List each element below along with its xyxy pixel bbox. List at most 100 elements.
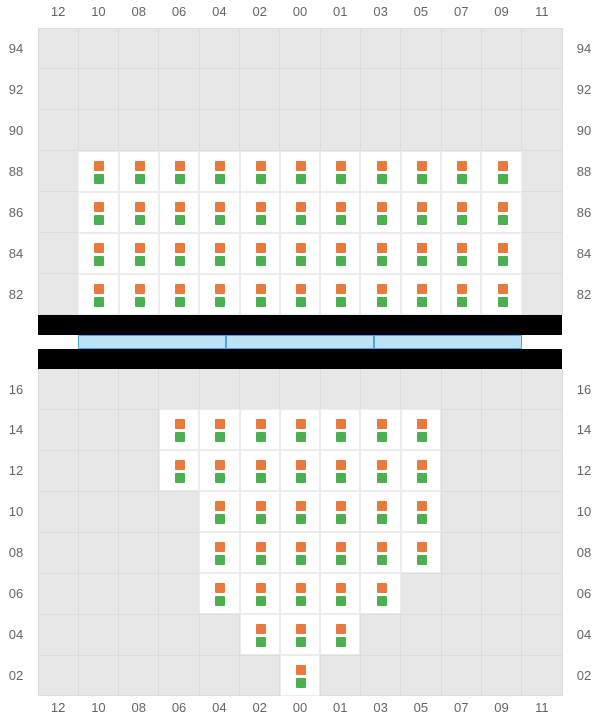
seat-bot-08-03[interactable] <box>360 532 400 573</box>
seat-top-82-09[interactable] <box>481 274 521 315</box>
seat-top-82-00[interactable] <box>280 274 320 315</box>
seat-bot-02-00[interactable] <box>280 655 320 696</box>
seat-top-82-08[interactable] <box>119 274 159 315</box>
seat-bot-12-03[interactable] <box>360 450 400 491</box>
seat-top-86-05[interactable] <box>401 192 441 233</box>
seat-bot-08-01[interactable] <box>320 532 360 573</box>
seat-top-84-04[interactable] <box>199 233 239 274</box>
seat-top-84-09[interactable] <box>481 233 521 274</box>
seat-top-82-03[interactable] <box>360 274 400 315</box>
seat-chip-b <box>94 215 104 225</box>
seat-bot-08-05[interactable] <box>401 532 441 573</box>
seat-bot-12-00[interactable] <box>280 450 320 491</box>
seat-chip-a <box>94 284 104 294</box>
seat-top-86-04[interactable] <box>199 192 239 233</box>
seat-bot-14-00[interactable] <box>280 409 320 450</box>
seat-top-86-06[interactable] <box>159 192 199 233</box>
seat-top-84-10[interactable] <box>78 233 118 274</box>
col-label-top-05: 05 <box>401 4 441 19</box>
seat-bot-14-03[interactable] <box>360 409 400 450</box>
seat-chip-b <box>135 297 145 307</box>
seat-bot-06-04[interactable] <box>199 573 239 614</box>
seat-bot-14-04[interactable] <box>199 409 239 450</box>
seat-bot-12-05[interactable] <box>401 450 441 491</box>
seat-bot-10-03[interactable] <box>360 491 400 532</box>
seat-bot-06-03[interactable] <box>360 573 400 614</box>
seat-bot-10-00[interactable] <box>280 491 320 532</box>
seat-bot-06-02[interactable] <box>240 573 280 614</box>
seat-top-82-06[interactable] <box>159 274 199 315</box>
seat-top-82-07[interactable] <box>441 274 481 315</box>
grid-h <box>38 68 562 69</box>
seat-bot-14-06[interactable] <box>159 409 199 450</box>
seat-bot-08-00[interactable] <box>280 532 320 573</box>
seat-chip-b <box>457 297 467 307</box>
row-label-right-top-90: 90 <box>568 123 600 138</box>
seat-top-82-05[interactable] <box>401 274 441 315</box>
seat-top-86-08[interactable] <box>119 192 159 233</box>
seat-bot-04-02[interactable] <box>240 614 280 655</box>
seat-top-86-02[interactable] <box>240 192 280 233</box>
seat-top-84-06[interactable] <box>159 233 199 274</box>
seat-top-88-06[interactable] <box>159 151 199 192</box>
seat-chip-a <box>296 501 306 511</box>
seat-bot-14-01[interactable] <box>320 409 360 450</box>
seat-top-88-07[interactable] <box>441 151 481 192</box>
seat-bot-08-04[interactable] <box>199 532 239 573</box>
seat-top-86-03[interactable] <box>360 192 400 233</box>
seat-top-82-04[interactable] <box>199 274 239 315</box>
seat-chip-b <box>336 555 346 565</box>
seat-top-88-02[interactable] <box>240 151 280 192</box>
seat-top-88-09[interactable] <box>481 151 521 192</box>
col-label-top-01: 01 <box>320 4 360 19</box>
row-label-right-bottom-06: 06 <box>568 586 600 601</box>
seat-top-84-05[interactable] <box>401 233 441 274</box>
seat-bot-04-00[interactable] <box>280 614 320 655</box>
seat-bot-08-02[interactable] <box>240 532 280 573</box>
seat-top-82-02[interactable] <box>240 274 280 315</box>
seat-top-84-03[interactable] <box>360 233 400 274</box>
seat-top-88-01[interactable] <box>320 151 360 192</box>
seat-bot-14-05[interactable] <box>401 409 441 450</box>
seat-top-82-10[interactable] <box>78 274 118 315</box>
seat-top-84-02[interactable] <box>240 233 280 274</box>
seat-bot-06-00[interactable] <box>280 573 320 614</box>
seat-bot-12-02[interactable] <box>240 450 280 491</box>
seat-bot-06-01[interactable] <box>320 573 360 614</box>
row-label-right-bottom-16: 16 <box>568 382 600 397</box>
seat-bot-10-02[interactable] <box>240 491 280 532</box>
seat-bot-04-01[interactable] <box>320 614 360 655</box>
seat-chip-b <box>256 215 266 225</box>
seat-bot-10-04[interactable] <box>199 491 239 532</box>
seat-chip-a <box>377 501 387 511</box>
seat-bot-12-06[interactable] <box>159 450 199 491</box>
seat-top-84-01[interactable] <box>320 233 360 274</box>
row-label-left-bottom-02: 02 <box>0 668 32 683</box>
seat-top-86-07[interactable] <box>441 192 481 233</box>
seat-bot-10-01[interactable] <box>320 491 360 532</box>
col-label-top-12: 12 <box>38 4 78 19</box>
seat-top-84-07[interactable] <box>441 233 481 274</box>
seat-bot-12-04[interactable] <box>199 450 239 491</box>
seat-top-86-10[interactable] <box>78 192 118 233</box>
seat-top-88-05[interactable] <box>401 151 441 192</box>
seat-top-86-01[interactable] <box>320 192 360 233</box>
seat-top-88-00[interactable] <box>280 151 320 192</box>
seat-top-84-08[interactable] <box>119 233 159 274</box>
seat-bot-14-02[interactable] <box>240 409 280 450</box>
seat-top-88-03[interactable] <box>360 151 400 192</box>
seat-bot-10-05[interactable] <box>401 491 441 532</box>
seat-bot-12-01[interactable] <box>320 450 360 491</box>
grid-h <box>38 109 562 110</box>
seat-chip-a <box>417 243 427 253</box>
col-label-top-10: 10 <box>78 4 118 19</box>
col-label-bottom-11: 11 <box>522 700 562 715</box>
seat-top-84-00[interactable] <box>280 233 320 274</box>
seat-top-88-10[interactable] <box>78 151 118 192</box>
seat-top-88-04[interactable] <box>199 151 239 192</box>
seat-chip-b <box>94 174 104 184</box>
seat-top-82-01[interactable] <box>320 274 360 315</box>
seat-top-86-00[interactable] <box>280 192 320 233</box>
seat-top-86-09[interactable] <box>481 192 521 233</box>
seat-top-88-08[interactable] <box>119 151 159 192</box>
